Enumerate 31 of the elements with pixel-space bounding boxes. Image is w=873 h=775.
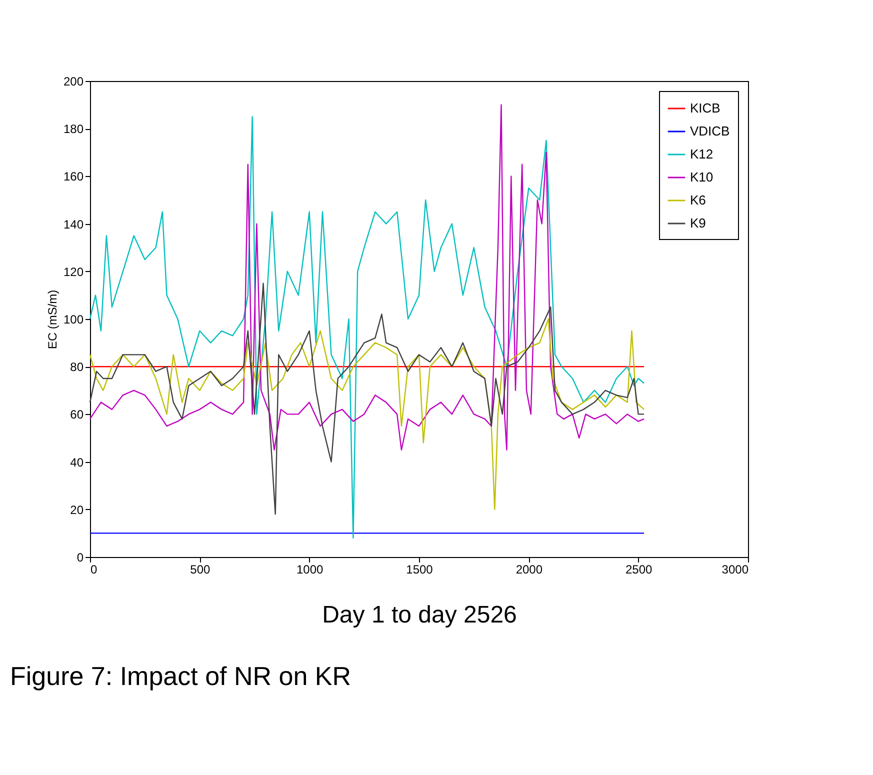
x-tick-label: 0 (90, 562, 98, 576)
x-tick-label: 2000 (516, 562, 543, 576)
legend-label: K12 (690, 146, 714, 162)
x-tick-label: 1000 (296, 562, 324, 576)
x-tick-label: 2500 (625, 562, 653, 576)
y-tick-label: 20 (70, 502, 84, 517)
line-series (89, 104, 645, 450)
y-tick-label: 120 (63, 264, 84, 279)
x-tick-label: 500 (190, 562, 210, 576)
y-tick-label: 60 (70, 408, 84, 422)
y-tick-label: 180 (63, 122, 84, 136)
caption: Figure 7: Impact of NR on KR (10, 661, 352, 691)
y-tick-label: 0 (76, 550, 84, 564)
y-tick-label: 100 (63, 312, 84, 326)
y-axis-title: EC (mS/m) (45, 290, 60, 350)
y-tick-label: 80 (70, 360, 84, 374)
line-series (89, 318, 645, 510)
y-tick-label: 200 (63, 74, 84, 88)
y-tick-label: 160 (63, 170, 84, 184)
legend-label: VDICB (690, 124, 730, 138)
legend-label: K10 (690, 170, 714, 184)
x-tick-label: 1500 (406, 562, 434, 576)
x-axis-title: Day 1 to day 2526 (322, 602, 517, 628)
line-series (89, 116, 645, 539)
x-tick-label: 3000 (722, 562, 749, 576)
y-tick-label: 40 (70, 455, 84, 470)
legend-label: K9 (690, 216, 706, 230)
legend-label: K6 (690, 192, 706, 208)
legend-label: KICB (690, 100, 720, 116)
y-tick-label: 140 (63, 217, 84, 232)
line-series (89, 282, 645, 515)
